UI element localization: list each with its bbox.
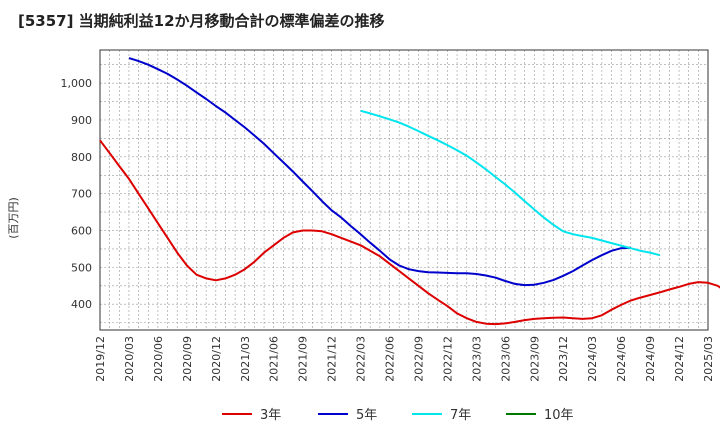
x-tick-label: 2025/03 [702,336,715,382]
legend-label-7年: 7年 [450,408,471,423]
y-tick-label: 600 [71,225,92,238]
series-line-7年 [360,109,660,257]
y-tick-label: 700 [71,188,92,201]
y-axis-label: (百万円) [7,197,20,239]
x-tick-label: 2024/06 [615,336,628,382]
plot-frame [99,49,709,331]
x-tick-label: 2020/03 [123,336,136,382]
y-tick-label: 500 [71,261,92,274]
x-axis-ticks: 2019/12 2020/03 2020/06 2020/09 2020/12 2021/… [94,336,715,382]
axes [99,49,709,331]
x-tick-label: 2024/12 [673,336,686,382]
y-axis-ticks: 400 500 600 700 800 900 1,000 [61,77,93,311]
y-tick-label: 400 [71,298,92,311]
series-line-3年 [99,139,720,326]
x-tick-label: 2023/03 [470,336,483,382]
x-tick-label: 2022/12 [441,336,454,382]
legend-label-5年: 5年 [356,408,377,423]
x-tick-label: 2020/09 [181,336,194,382]
legend-label-3年: 3年 [260,408,281,423]
y-tick-label: 900 [71,114,92,127]
x-tick-label: 2021/12 [326,336,339,382]
x-tick-label: 2023/09 [528,336,541,382]
series-line-5年 [128,57,631,287]
grid-lines [99,50,709,330]
series-lines [99,57,720,326]
x-tick-label: 2024/09 [644,336,657,382]
x-tick-label: 2023/06 [499,336,512,382]
x-tick-label: 2021/09 [297,336,310,382]
chart-title: [5357] 当期純利益12か月移動合計の標準偏差の推移 [18,12,385,30]
x-tick-label: 2020/12 [210,336,223,382]
y-tick-label: 1,000 [61,77,93,90]
x-tick-label: 2022/09 [412,336,425,382]
x-tick-label: 2021/03 [239,336,252,382]
x-tick-label: 2022/06 [384,336,397,382]
y-tick-label: 800 [71,151,92,164]
x-tick-label: 2019/12 [94,336,107,382]
x-tick-label: 2022/03 [355,336,368,382]
x-tick-label: 2024/03 [586,336,599,382]
x-tick-label: 2023/12 [557,336,570,382]
x-tick-label: 2021/06 [268,336,281,382]
legend: 3年 5年 7年 10年 [222,408,574,423]
legend-label-10年: 10年 [544,408,574,423]
x-tick-label: 2020/06 [152,336,165,382]
